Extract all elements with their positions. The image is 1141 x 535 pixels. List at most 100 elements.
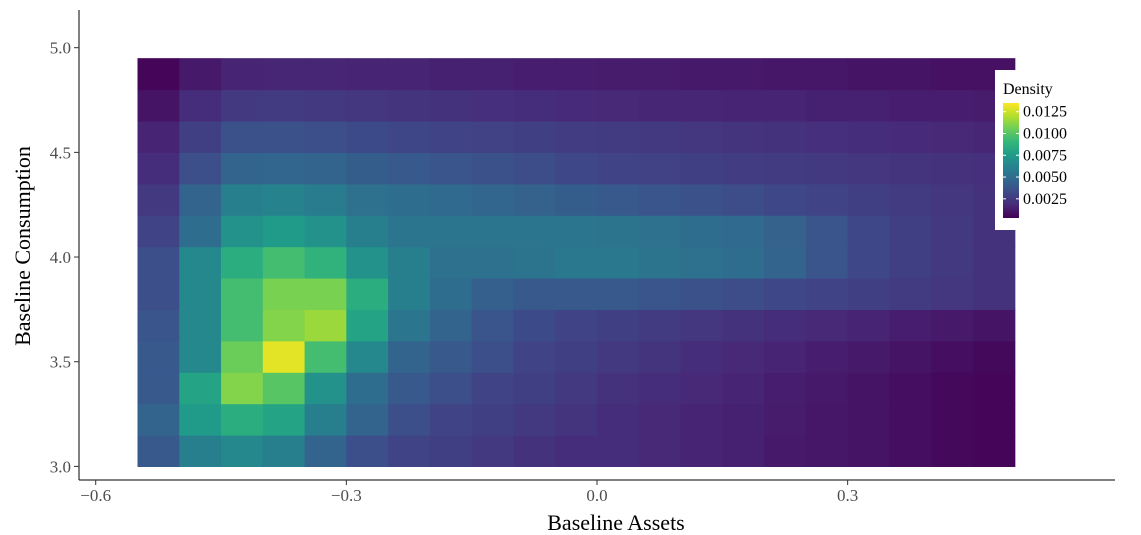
heatmap-cell xyxy=(304,58,347,91)
heatmap-cell xyxy=(262,403,306,436)
x-tick-label: 0.0 xyxy=(586,486,607,505)
heatmap-cell xyxy=(471,372,515,405)
heatmap-cell xyxy=(304,246,347,279)
heatmap-cell xyxy=(680,246,723,279)
legend-title: Density xyxy=(1003,81,1053,98)
heatmap-cell xyxy=(638,120,682,153)
heatmap-cell xyxy=(388,403,431,436)
heatmap-cell xyxy=(304,215,347,248)
heatmap-cell xyxy=(429,152,473,185)
legend-label: 0.0050 xyxy=(1023,169,1067,186)
heatmap-cell xyxy=(471,183,515,216)
heatmap-cell xyxy=(262,89,306,122)
heatmap-cell xyxy=(304,183,347,216)
heatmap-cell xyxy=(304,340,347,373)
heatmap-cell xyxy=(847,58,891,91)
heatmap-cell xyxy=(680,309,723,342)
x-tick-label: 0.3 xyxy=(837,486,858,505)
legend-label: 0.0075 xyxy=(1023,147,1067,164)
heatmap-cell xyxy=(889,246,932,279)
heatmap-cell xyxy=(429,183,473,216)
heatmap-cell xyxy=(346,277,389,310)
legend-colorbar xyxy=(1003,103,1019,218)
heatmap-cell xyxy=(221,403,264,436)
heatmap-cell xyxy=(555,183,598,216)
heatmap-cell xyxy=(638,340,682,373)
heatmap-cell xyxy=(388,246,431,279)
heatmap-cell xyxy=(680,372,723,405)
heatmap-cell xyxy=(179,58,222,91)
heatmap-cell xyxy=(931,246,974,279)
heatmap-cell xyxy=(555,246,598,279)
heatmap-cell xyxy=(262,183,306,216)
heatmap-cell xyxy=(388,277,431,310)
heatmap-cell xyxy=(471,309,515,342)
heatmap-cell xyxy=(972,434,1016,467)
heatmap-cell xyxy=(805,277,849,310)
heatmap-cell xyxy=(764,246,807,279)
heatmap-cell xyxy=(179,183,222,216)
heatmap-cell xyxy=(471,89,515,122)
heatmap-cell xyxy=(471,58,515,91)
heatmap-cell xyxy=(137,89,180,122)
heatmap-cell xyxy=(429,277,473,310)
heatmap-cell xyxy=(221,89,264,122)
heatmap-cell xyxy=(931,277,974,310)
heatmap-cell xyxy=(221,372,264,405)
heatmap-cell xyxy=(513,277,556,310)
heatmap-cell xyxy=(764,215,807,248)
heatmap-cell xyxy=(179,89,222,122)
heatmap-cell xyxy=(471,340,515,373)
heatmap-cell xyxy=(680,89,723,122)
heatmap-cell xyxy=(429,434,473,467)
heatmap-cell xyxy=(722,277,765,310)
heatmap-cell xyxy=(388,183,431,216)
heatmap-cell xyxy=(972,246,1016,279)
heatmap-cell xyxy=(262,372,306,405)
heatmap-cell xyxy=(471,152,515,185)
heatmap-cell xyxy=(513,372,556,405)
heatmap-cell xyxy=(137,372,180,405)
heatmap-cell xyxy=(555,277,598,310)
heatmap-cell xyxy=(221,183,264,216)
heatmap-cell xyxy=(429,215,473,248)
heatmap-cell xyxy=(889,215,932,248)
heatmap-cell xyxy=(597,372,640,405)
heatmap-cell xyxy=(931,372,974,405)
heatmap-cell xyxy=(137,309,180,342)
heatmap-cell xyxy=(638,89,682,122)
heatmap-cell xyxy=(346,403,389,436)
heatmap-cell xyxy=(931,340,974,373)
heatmap-cell xyxy=(680,403,723,436)
heatmap-cell xyxy=(847,246,891,279)
heatmap-cell xyxy=(847,215,891,248)
y-axis-ticks: 3.0 3.5 4.0 4.5 5.0 xyxy=(50,39,79,476)
heatmap-cell xyxy=(889,183,932,216)
heatmap-cell xyxy=(137,340,180,373)
heatmap-cell xyxy=(513,89,556,122)
heatmap-cell xyxy=(889,277,932,310)
heatmap-cell xyxy=(513,152,556,185)
y-tick-label: 4.0 xyxy=(50,248,71,267)
heatmap-cell xyxy=(680,277,723,310)
heatmap-cell xyxy=(221,277,264,310)
heatmap-cell xyxy=(346,434,389,467)
heatmap-cell xyxy=(346,340,389,373)
heatmap-cell xyxy=(513,183,556,216)
heatmap-cell xyxy=(764,434,807,467)
heatmap-cell xyxy=(429,89,473,122)
heatmap-cell xyxy=(638,309,682,342)
heatmap-cell xyxy=(805,434,849,467)
heatmap-cell xyxy=(346,58,389,91)
heatmap-cell xyxy=(805,340,849,373)
heatmap-cell xyxy=(221,434,264,467)
x-axis-title: Baseline Assets xyxy=(547,510,685,535)
legend: Density 0.0125 0.0100 0.0075 0.0050 0.0025 xyxy=(995,70,1085,230)
legend-label: 0.0100 xyxy=(1023,125,1067,142)
heatmap-cell xyxy=(638,183,682,216)
heatmap-cell xyxy=(429,340,473,373)
heatmap-cell xyxy=(262,309,306,342)
heatmap-cell xyxy=(847,183,891,216)
heatmap-cell xyxy=(638,403,682,436)
heatmap-cell xyxy=(680,340,723,373)
